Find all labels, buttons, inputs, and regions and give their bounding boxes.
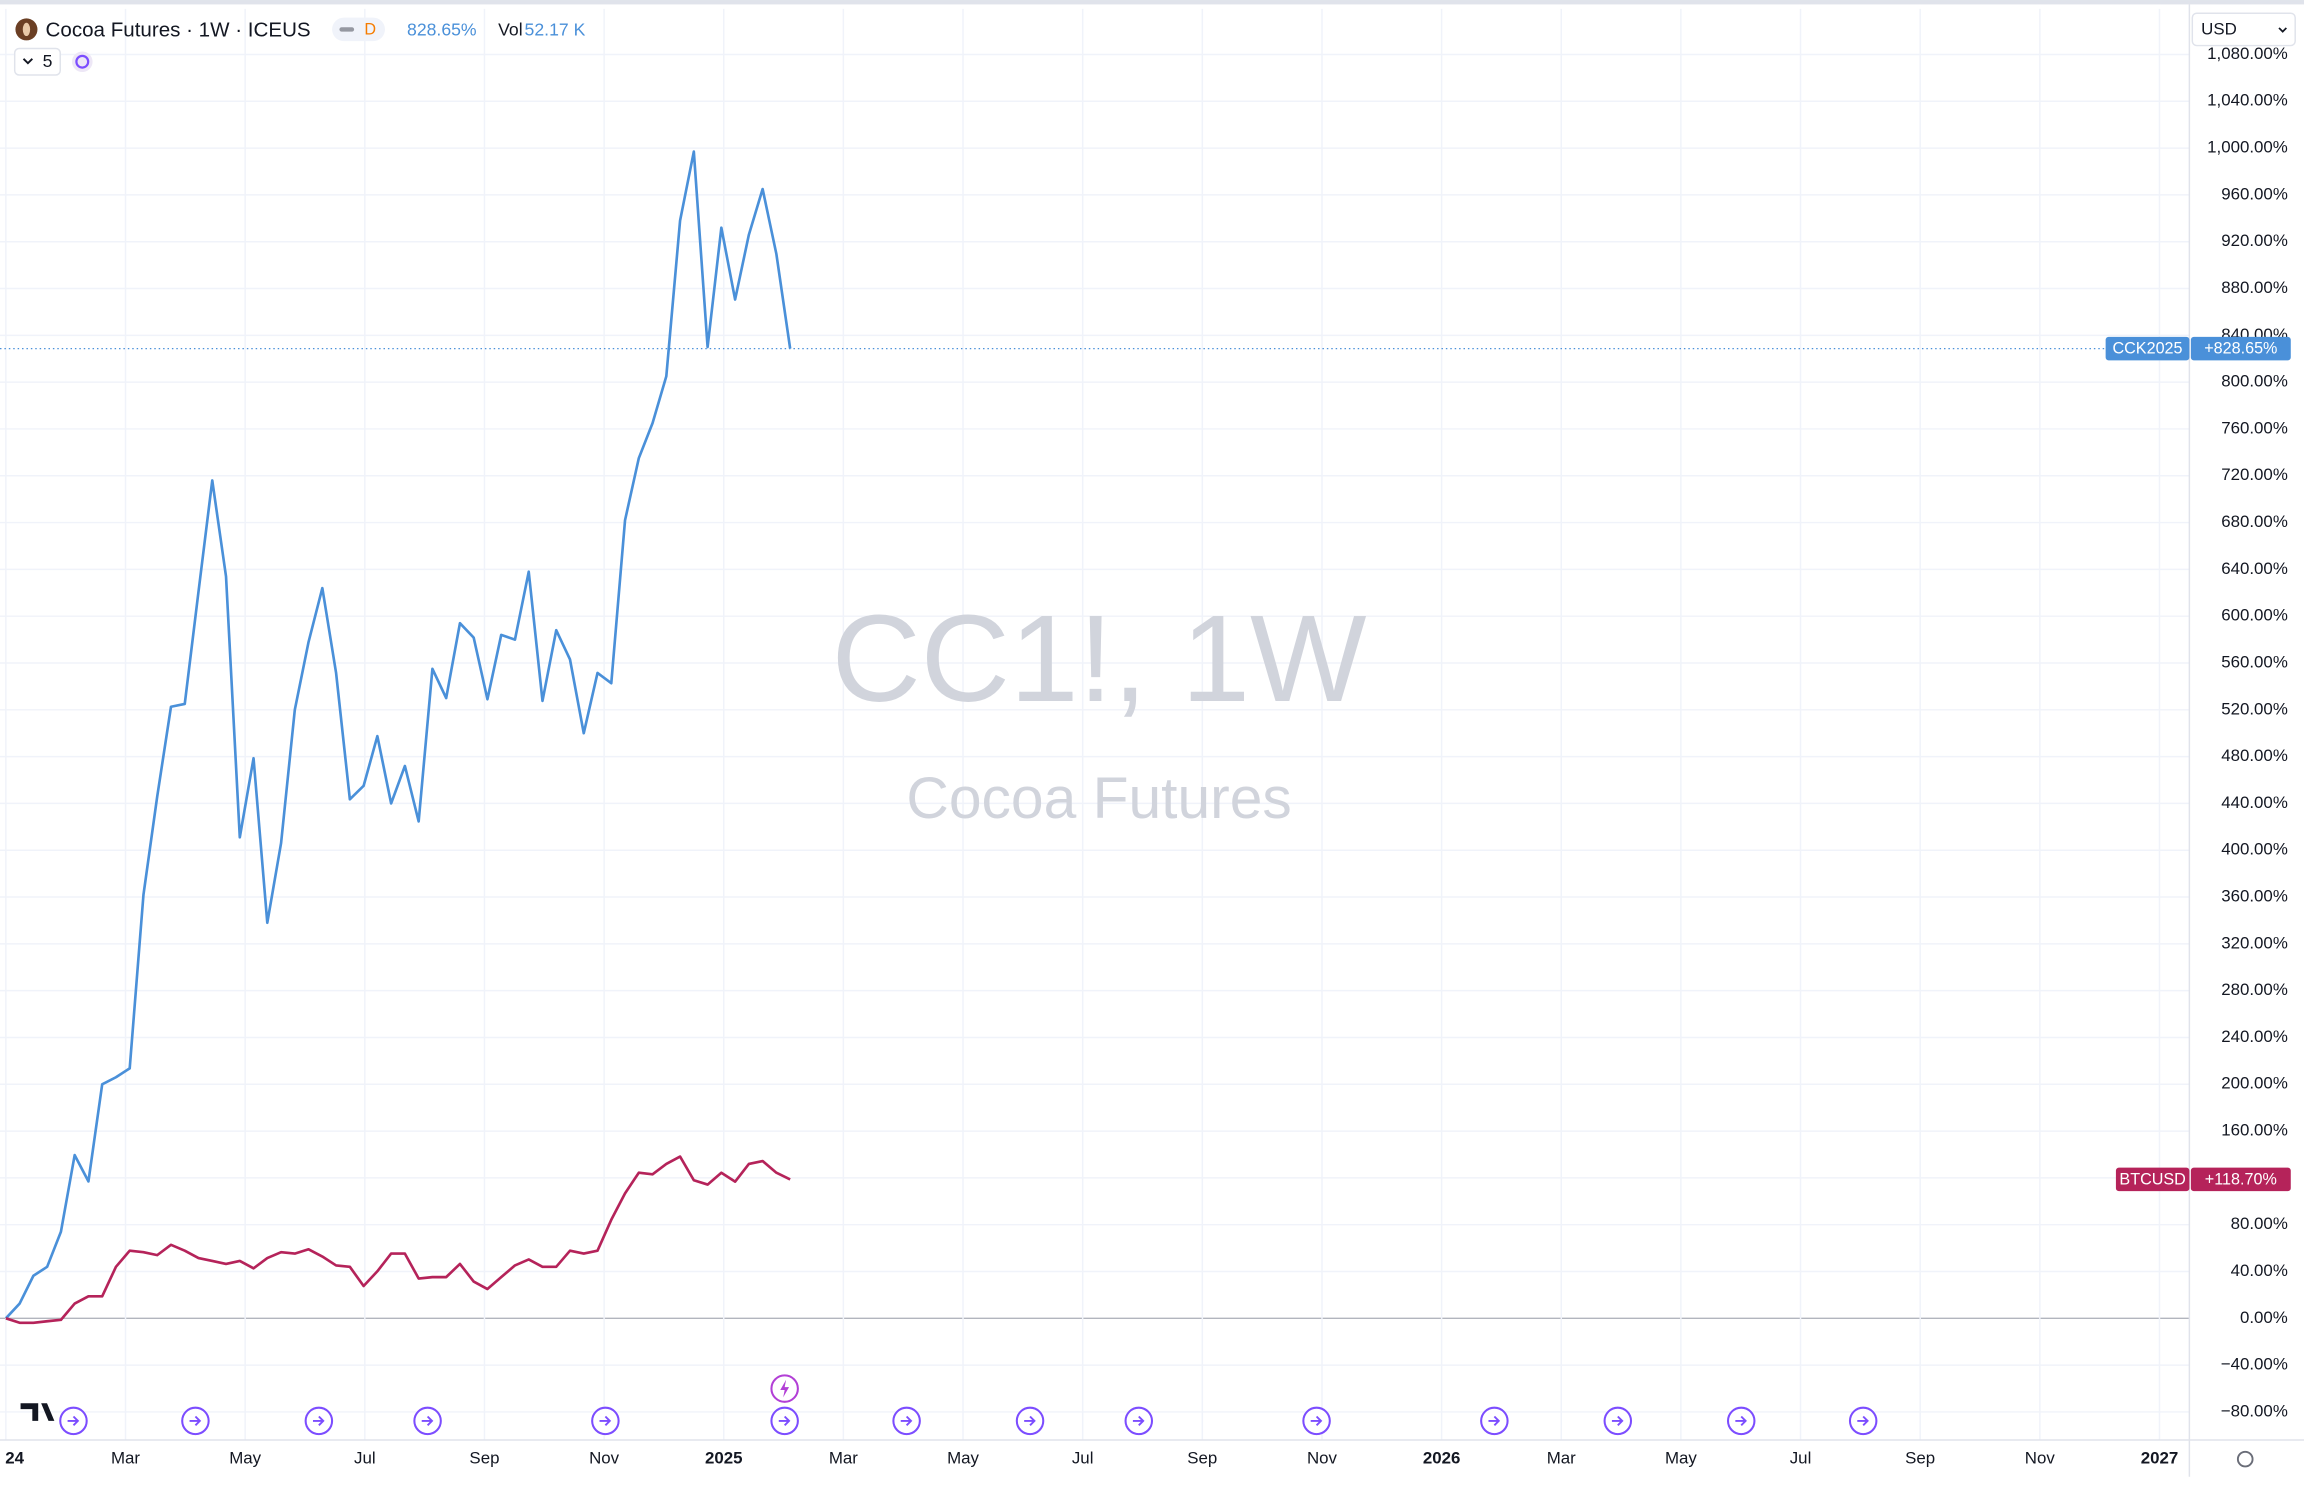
y-tick-label: 160.00% bbox=[2221, 1121, 2288, 1140]
series-name: CCK2025 bbox=[2112, 340, 2182, 358]
indicator-toggle[interactable] bbox=[13, 47, 61, 76]
y-tick-label: 1,080.00% bbox=[2207, 44, 2288, 63]
y-tick-label: 800.00% bbox=[2221, 372, 2288, 391]
last-value-label: +118.70% bbox=[2205, 1170, 2277, 1188]
series-name: BTCUSD bbox=[2119, 1170, 2185, 1188]
x-tick-label: Nov bbox=[1307, 1449, 1338, 1468]
y-tick-label: 920.00% bbox=[2221, 231, 2288, 250]
y-tick-label: 760.00% bbox=[2221, 418, 2288, 437]
currency: USD bbox=[2201, 20, 2237, 39]
y-tick-label: 280.00% bbox=[2221, 980, 2288, 999]
y-tick-label: 240.00% bbox=[2221, 1027, 2288, 1046]
x-tick-label: Jul bbox=[1072, 1449, 1094, 1468]
series-line bbox=[5, 1155, 791, 1325]
change-label: 828.65% bbox=[407, 20, 477, 40]
x-tick-label: Mar bbox=[111, 1449, 140, 1468]
lines bbox=[0, 150, 2190, 1325]
y-tick-label: 80.00% bbox=[2231, 1214, 2288, 1233]
currency-select[interactable] bbox=[2191, 12, 2296, 47]
x-tick-label: Mar bbox=[829, 1449, 858, 1468]
event-arrow bbox=[1611, 1415, 1624, 1427]
x-tick-label: 24 bbox=[5, 1449, 24, 1468]
x-tick-label: Mar bbox=[1547, 1449, 1576, 1468]
series-name-tag bbox=[2105, 336, 2190, 361]
event-arrow bbox=[67, 1415, 80, 1427]
event-arrow bbox=[1024, 1415, 1036, 1427]
y-tick-label: 520.00% bbox=[2221, 699, 2288, 718]
event-arrow bbox=[312, 1415, 325, 1427]
last-value-tag bbox=[2190, 1167, 2291, 1192]
indicator-count: 5 bbox=[43, 51, 53, 71]
x-tick-label: May bbox=[229, 1449, 261, 1468]
y-tick-label: 600.00% bbox=[2221, 606, 2288, 625]
y-tick-label: 440.00% bbox=[2221, 793, 2288, 812]
series-line bbox=[4, 150, 792, 1320]
y-tick-label: 400.00% bbox=[2221, 840, 2288, 859]
y-tick-label: 880.00% bbox=[2221, 278, 2288, 297]
event-arrow bbox=[421, 1415, 434, 1427]
y-tick-label: 680.00% bbox=[2221, 512, 2288, 531]
y-tick-label: 0.00% bbox=[2240, 1308, 2288, 1327]
settings-icon[interactable] bbox=[2236, 1450, 2254, 1468]
event-arrow bbox=[1735, 1415, 1747, 1427]
x-tick-label: Jul bbox=[1790, 1449, 1812, 1468]
event-arrow bbox=[599, 1415, 612, 1427]
y-tick-label: 720.00% bbox=[2221, 465, 2288, 484]
x-tick-label: Nov bbox=[2025, 1449, 2056, 1468]
event-arrow bbox=[1132, 1415, 1145, 1427]
watermark: CC1!, 1W bbox=[832, 590, 1367, 728]
y-tick-label: −40.00% bbox=[2221, 1355, 2288, 1374]
x-tick-label: May bbox=[947, 1449, 979, 1468]
sync-icon-ring bbox=[75, 54, 90, 69]
axes: −80.00%−40.00%0.00%40.00%80.00%120.00%16… bbox=[5, 44, 2291, 1468]
event-arrow bbox=[778, 1415, 791, 1427]
y-tick-label: −80.00% bbox=[2221, 1401, 2288, 1420]
event-arrow bbox=[900, 1415, 913, 1427]
y-tick-label: 640.00% bbox=[2221, 559, 2288, 578]
x-tick-label: May bbox=[1665, 1449, 1697, 1468]
y-tick-label: 480.00% bbox=[2221, 746, 2288, 765]
y-tick-label: 1,000.00% bbox=[2207, 138, 2288, 157]
event-arrow bbox=[1310, 1415, 1323, 1427]
grid bbox=[0, 8, 2190, 1441]
volume-label: Vol bbox=[498, 20, 523, 40]
y-tick-label: 960.00% bbox=[2221, 184, 2288, 203]
event-arrow bbox=[1488, 1415, 1501, 1427]
sync-icon[interactable] bbox=[72, 51, 93, 73]
event-arrow bbox=[189, 1415, 202, 1427]
badge bbox=[332, 17, 385, 42]
y-tick-label: 560.00% bbox=[2221, 652, 2288, 671]
x-tick-label: 2025 bbox=[705, 1449, 743, 1468]
x-tick-label: Sep bbox=[1187, 1449, 1217, 1468]
watermark-subtitle: Cocoa Futures bbox=[906, 766, 1291, 831]
top-border bbox=[0, 0, 2304, 5]
y-tick-label: 40.00% bbox=[2231, 1261, 2288, 1280]
badge-dash bbox=[339, 27, 355, 32]
x-tick-label: Jul bbox=[354, 1449, 376, 1468]
symbol-title[interactable]: Cocoa Futures · 1W · ICEUS bbox=[46, 18, 311, 41]
x-tick-label: Nov bbox=[589, 1449, 620, 1468]
x-tick-label: Sep bbox=[1905, 1449, 1935, 1468]
x-tick-label: Sep bbox=[469, 1449, 499, 1468]
event-arrow bbox=[1857, 1415, 1869, 1427]
y-tick-label: 1,040.00% bbox=[2207, 91, 2288, 110]
event-icon-bolt bbox=[780, 1379, 790, 1398]
last-value-tag bbox=[2190, 336, 2291, 361]
symbol-icon-bean bbox=[22, 22, 31, 37]
series-name-tag bbox=[2115, 1167, 2190, 1192]
last-value-label: +828.65% bbox=[2204, 340, 2277, 358]
chevron bbox=[22, 58, 34, 65]
volume-value: 52.17 K bbox=[525, 20, 586, 40]
interval-badge: D bbox=[364, 20, 376, 38]
y-tick-label: 200.00% bbox=[2221, 1074, 2288, 1093]
logo bbox=[20, 1403, 55, 1421]
x-tick-label: 2026 bbox=[1423, 1449, 1461, 1468]
y-tick-label: 360.00% bbox=[2221, 887, 2288, 906]
y-tick-label: 320.00% bbox=[2221, 933, 2288, 952]
x-tick-label: 2027 bbox=[2141, 1449, 2179, 1468]
chevron bbox=[2278, 27, 2287, 33]
